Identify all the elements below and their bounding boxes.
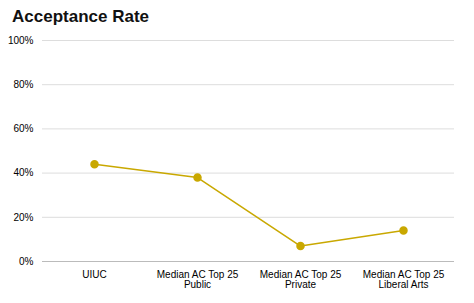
svg-text:20%: 20% <box>13 212 33 223</box>
svg-text:UIUC: UIUC <box>82 269 106 280</box>
svg-text:Median AC Top 25Public: Median AC Top 25Public <box>157 269 239 290</box>
svg-text:0%: 0% <box>19 256 34 267</box>
svg-text:40%: 40% <box>13 167 33 178</box>
svg-text:Median AC Top 25Private: Median AC Top 25Private <box>260 269 342 290</box>
svg-text:60%: 60% <box>13 123 33 134</box>
svg-text:Median AC Top 25Liberal Arts: Median AC Top 25Liberal Arts <box>363 269 445 290</box>
svg-text:100%: 100% <box>8 35 34 46</box>
html-text:Acceptance Rate: Acceptance Rate <box>12 7 149 26</box>
svg-text:80%: 80% <box>13 79 33 90</box>
